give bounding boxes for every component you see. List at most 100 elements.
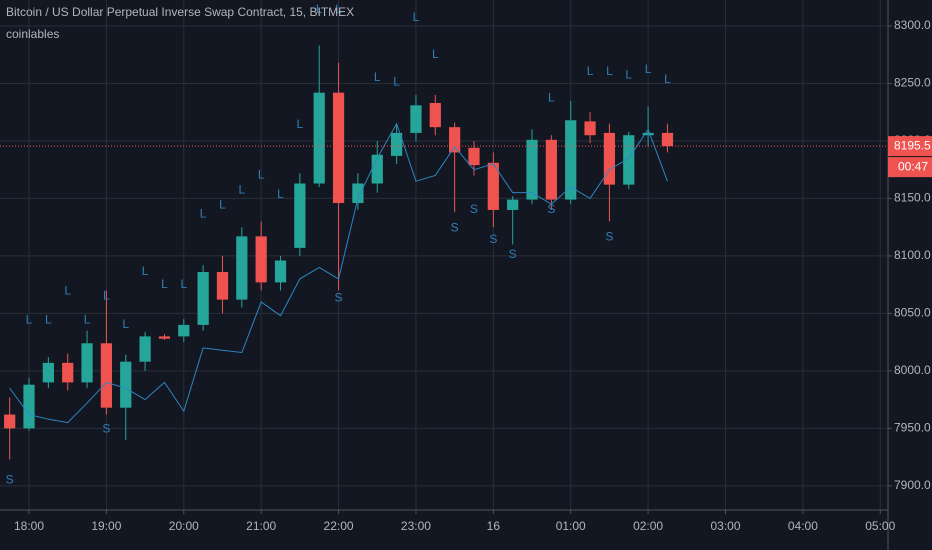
short-signal: S [489,232,497,246]
candle-body [390,132,403,156]
long-signal: L [548,91,555,105]
long-signal: L [664,72,671,86]
candle-body [371,154,383,184]
candle-body [81,343,93,383]
candle-body [449,127,461,153]
long-signal: L [26,312,33,326]
candle-body [623,135,635,185]
candle-body [4,414,16,429]
x-tick-label: 05:00 [865,519,895,533]
x-tick-label: 02:00 [633,519,663,533]
candle-body [62,362,74,383]
candle-body [139,336,151,362]
x-tick-label: 18:00 [14,519,44,533]
candle-body [661,132,674,147]
x-tick-label: 04:00 [788,519,818,533]
candle-body [158,336,171,339]
candle-body [352,183,364,204]
long-signal: L [84,312,91,326]
y-tick-label: 8250.0 [894,76,931,90]
short-signal: S [470,202,478,216]
candle-body [100,343,113,408]
long-signal: L [335,2,342,16]
x-tick-label: 19:00 [91,519,121,533]
last-price-label: 8195.5 [894,138,931,152]
long-signal: L [64,284,71,298]
indicator-name: coinlables [6,27,59,41]
y-tick-label: 8000.0 [894,363,931,377]
long-signal: L [277,187,284,201]
x-tick-label: 22:00 [324,519,354,533]
indicator-line [9,122,668,424]
candle-body [313,92,325,184]
short-signal: S [335,291,343,305]
candle-body [642,132,654,136]
long-signal: L [200,207,207,221]
y-tick-label: 8100.0 [894,248,931,262]
long-signal: L [161,277,168,291]
long-signal: L [103,288,110,302]
candle-body [565,120,577,200]
short-signal: S [451,220,459,234]
long-signal: L [238,183,245,197]
long-signal: L [180,277,187,291]
long-signal: L [606,64,613,78]
candle-body [429,103,441,128]
candle-body [255,236,267,283]
candle-body [332,92,345,204]
candle-body [487,162,499,210]
x-tick-label: 01:00 [556,519,586,533]
candle-body [178,324,190,337]
long-signal: L [625,68,632,82]
long-signal: L [122,317,129,331]
long-signal: L [432,47,439,61]
long-signal: L [316,2,323,16]
long-signal: L [645,62,652,76]
y-tick-label: 7900.0 [894,478,931,492]
long-signal: L [393,74,400,88]
candle-body [507,199,519,210]
candle-body [216,272,229,300]
x-tick-label: 03:00 [710,519,740,533]
candle-body [236,236,248,300]
y-tick-label: 7950.0 [894,421,931,435]
long-signal: L [142,264,149,278]
x-tick-label: 23:00 [401,519,431,533]
candle-body [584,121,596,136]
candle-body [603,132,616,185]
short-signal: S [102,422,110,436]
long-signal: L [219,198,226,212]
y-tick-label: 8050.0 [894,306,931,320]
short-signal: S [6,472,14,486]
long-signal: L [297,117,304,131]
candle-body [42,362,54,383]
candle-body [274,260,287,283]
x-tick-label: 20:00 [169,519,199,533]
long-signal: L [45,312,52,326]
x-tick-label: 16 [487,519,501,533]
y-tick-label: 8150.0 [894,191,931,205]
long-signal: L [374,70,381,84]
candle-body [468,147,480,166]
candle-body [120,361,132,408]
candle-body [526,139,538,200]
x-tick-label: 21:00 [246,519,276,533]
long-signal: L [587,64,594,78]
countdown-label: 00:47 [898,159,928,173]
chart-title: Bitcoin / US Dollar Perpetual Inverse Sw… [6,5,354,19]
candle-body [294,183,306,248]
short-signal: S [605,230,613,244]
candle-body [545,139,557,200]
candle-body [23,384,35,429]
long-signal: L [413,10,420,24]
last-price-box [888,136,932,157]
short-signal: S [509,247,517,261]
candle-body [410,105,422,133]
y-tick-label: 8300.0 [894,18,931,32]
long-signal: L [258,168,265,182]
countdown-box [888,157,932,178]
short-signal: S [547,202,555,216]
candle-body [197,272,209,325]
